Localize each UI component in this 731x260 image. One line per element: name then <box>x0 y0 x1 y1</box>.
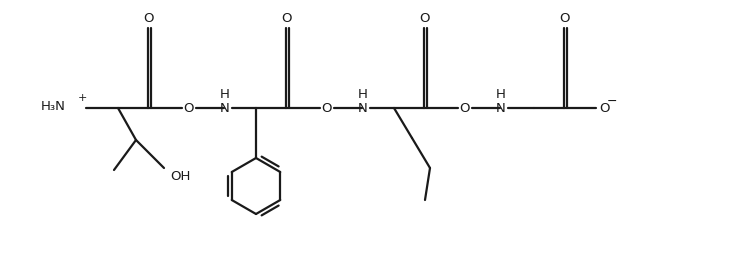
Text: H: H <box>496 88 506 101</box>
Text: N: N <box>358 101 368 114</box>
Text: O: O <box>560 11 570 24</box>
Text: O: O <box>281 11 292 24</box>
Text: O: O <box>420 11 431 24</box>
Text: H: H <box>358 88 368 101</box>
Text: OH: OH <box>170 170 190 183</box>
Text: H: H <box>220 88 230 101</box>
Text: O: O <box>322 101 333 114</box>
Text: O: O <box>144 11 154 24</box>
Text: N: N <box>220 101 230 114</box>
Text: +: + <box>77 93 87 103</box>
Text: O: O <box>599 101 609 114</box>
Text: −: − <box>607 94 617 107</box>
Text: N: N <box>496 101 506 114</box>
Text: H₃N: H₃N <box>41 100 66 113</box>
Text: O: O <box>183 101 194 114</box>
Text: O: O <box>460 101 470 114</box>
